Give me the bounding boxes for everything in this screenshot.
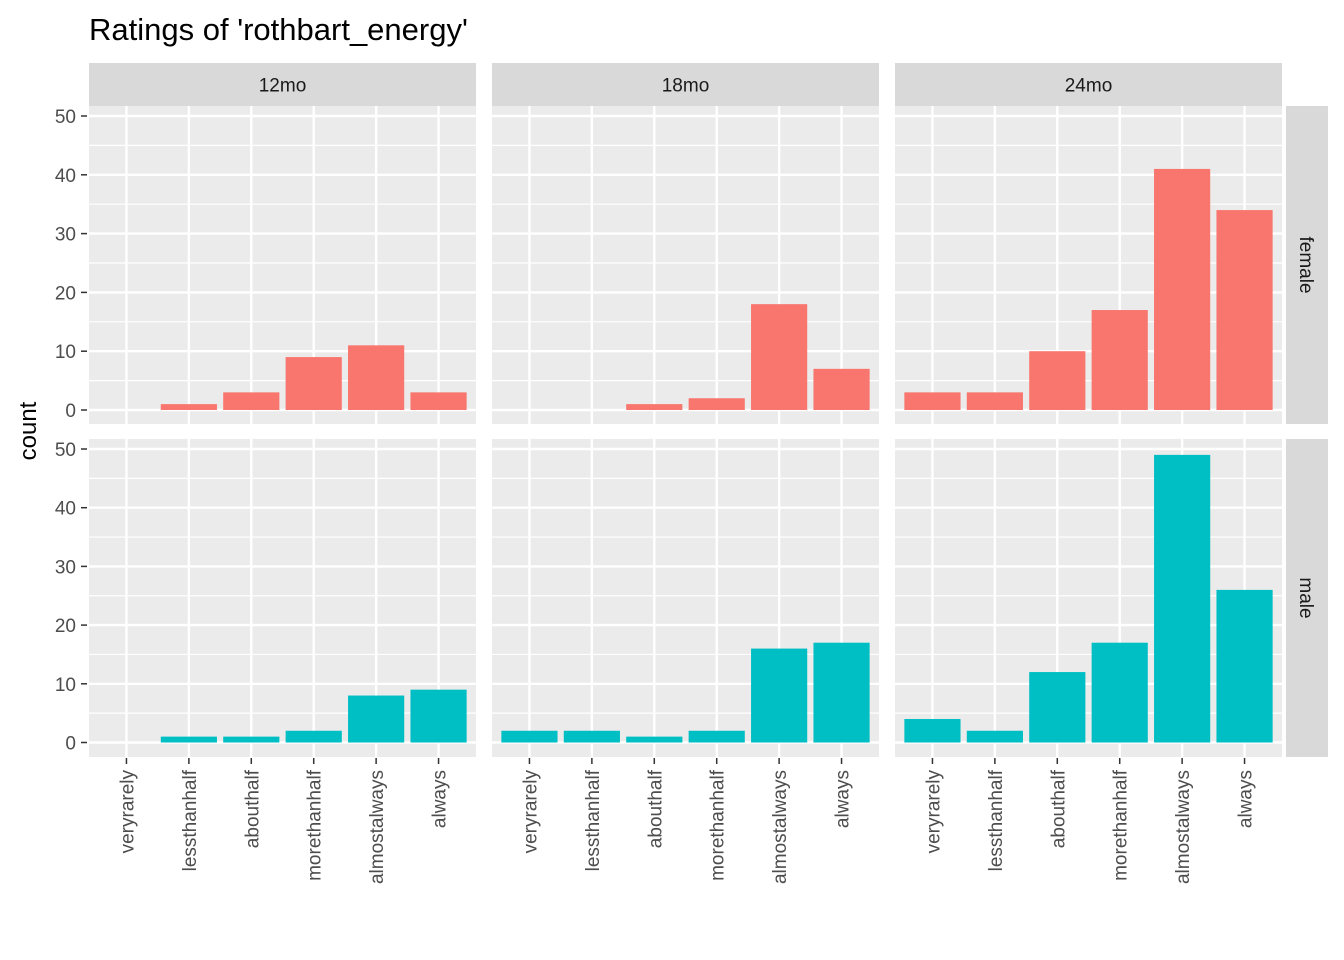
bar-male-24mo-lessthanhalf xyxy=(966,730,1023,743)
bar-male-24mo-abouthalf xyxy=(1029,672,1086,743)
facet-strip-18mo xyxy=(492,63,879,106)
panel-background xyxy=(89,106,476,424)
facet-strip-female xyxy=(1286,106,1328,424)
x-tick-label-morethanhalf: morethanhalf xyxy=(708,769,729,881)
bar-male-18mo-always xyxy=(813,642,870,743)
x-tick-label-veryrarely: veryrarely xyxy=(520,770,541,854)
bar-male-12mo-lessthanhalf xyxy=(160,736,217,743)
x-tick-label-abouthalf: abouthalf xyxy=(1048,769,1069,848)
bar-male-18mo-veryrarely xyxy=(501,730,558,743)
bar-male-12mo-almostalways xyxy=(348,695,405,743)
bar-female-12mo-lessthanhalf xyxy=(160,404,217,410)
y-tick-label: 50 xyxy=(55,440,76,461)
facet-strip-24mo xyxy=(895,63,1282,106)
x-tick-label-abouthalf: abouthalf xyxy=(242,769,263,848)
x-tick-label-almostalways: almostalways xyxy=(770,770,791,884)
x-tick-label-almostalways: almostalways xyxy=(367,770,388,884)
bar-male-12mo-morethanhalf xyxy=(285,730,342,743)
bar-female-18mo-always xyxy=(813,368,870,410)
bar-female-24mo-morethanhalf xyxy=(1091,310,1148,410)
facet-label-24mo: 24mo xyxy=(1065,76,1113,97)
bar-male-12mo-abouthalf xyxy=(223,736,280,743)
bar-male-18mo-almostalways xyxy=(751,648,808,743)
bar-female-12mo-morethanhalf xyxy=(285,357,342,410)
x-tick-label-abouthalf: abouthalf xyxy=(645,769,666,848)
y-tick-label: 20 xyxy=(55,616,76,637)
bar-female-24mo-always xyxy=(1216,210,1273,410)
bar-female-12mo-almostalways xyxy=(348,345,405,410)
x-tick-label-morethanhalf: morethanhalf xyxy=(1111,769,1132,881)
bar-female-12mo-always xyxy=(410,392,467,410)
x-tick-label-always: always xyxy=(1236,770,1257,828)
bar-female-18mo-morethanhalf xyxy=(688,398,745,410)
x-tick-label-lessthanhalf: lessthanhalf xyxy=(180,769,201,871)
y-tick-label: 40 xyxy=(55,166,76,187)
bar-male-18mo-morethanhalf xyxy=(688,730,745,743)
bar-male-24mo-always xyxy=(1216,589,1273,743)
facet-label-male: male xyxy=(1295,577,1316,618)
y-tick-label: 40 xyxy=(55,499,76,520)
facet-label-18mo: 18mo xyxy=(662,76,710,97)
bar-female-24mo-veryrarely xyxy=(904,392,961,410)
x-tick-label-always: always xyxy=(430,770,451,828)
bar-male-24mo-morethanhalf xyxy=(1091,642,1148,743)
bar-female-24mo-almostalways xyxy=(1154,168,1211,410)
x-tick-label-lessthanhalf: lessthanhalf xyxy=(583,769,604,871)
y-tick-label: 20 xyxy=(55,283,76,304)
bar-male-12mo-always xyxy=(410,689,467,743)
bar-female-18mo-almostalways xyxy=(751,304,808,410)
bar-male-24mo-veryrarely xyxy=(904,719,961,743)
bar-female-24mo-abouthalf xyxy=(1029,351,1086,410)
plot-layer: 12mo 18mo 24mo female male 0 10 20 30 40 50 0 10 20 30… xyxy=(55,63,1328,884)
y-tick-label: 0 xyxy=(65,401,76,422)
x-tick-label-veryrarely: veryrarely xyxy=(117,770,138,854)
y-tick-label: 0 xyxy=(65,734,76,755)
y-axis-title: count xyxy=(15,401,42,460)
x-tick-label-veryrarely: veryrarely xyxy=(923,770,944,854)
y-tick-label: 10 xyxy=(55,342,76,363)
y-tick-label: 10 xyxy=(55,675,76,696)
bar-female-24mo-lessthanhalf xyxy=(966,392,1023,410)
y-tick-label: 30 xyxy=(55,225,76,246)
facet-label-12mo: 12mo xyxy=(259,76,307,97)
x-tick-label-morethanhalf: morethanhalf xyxy=(305,769,326,881)
bar-male-18mo-abouthalf xyxy=(626,736,683,743)
x-tick-label-always: always xyxy=(833,770,854,828)
bar-male-24mo-almostalways xyxy=(1154,454,1211,743)
facet-label-female: female xyxy=(1295,236,1316,293)
chart-title: Ratings of 'rothbart_energy' xyxy=(89,12,468,47)
bar-female-12mo-abouthalf xyxy=(223,392,280,410)
y-tick-label: 50 xyxy=(55,107,76,128)
x-tick-label-lessthanhalf: lessthanhalf xyxy=(986,769,1007,871)
y-tick-label: 30 xyxy=(55,557,76,578)
bar-male-18mo-lessthanhalf xyxy=(563,730,620,743)
x-tick-label-almostalways: almostalways xyxy=(1173,770,1194,884)
facet-strip-12mo xyxy=(89,63,476,106)
bar-female-18mo-abouthalf xyxy=(626,404,683,410)
facet-strip-male xyxy=(1286,439,1328,757)
